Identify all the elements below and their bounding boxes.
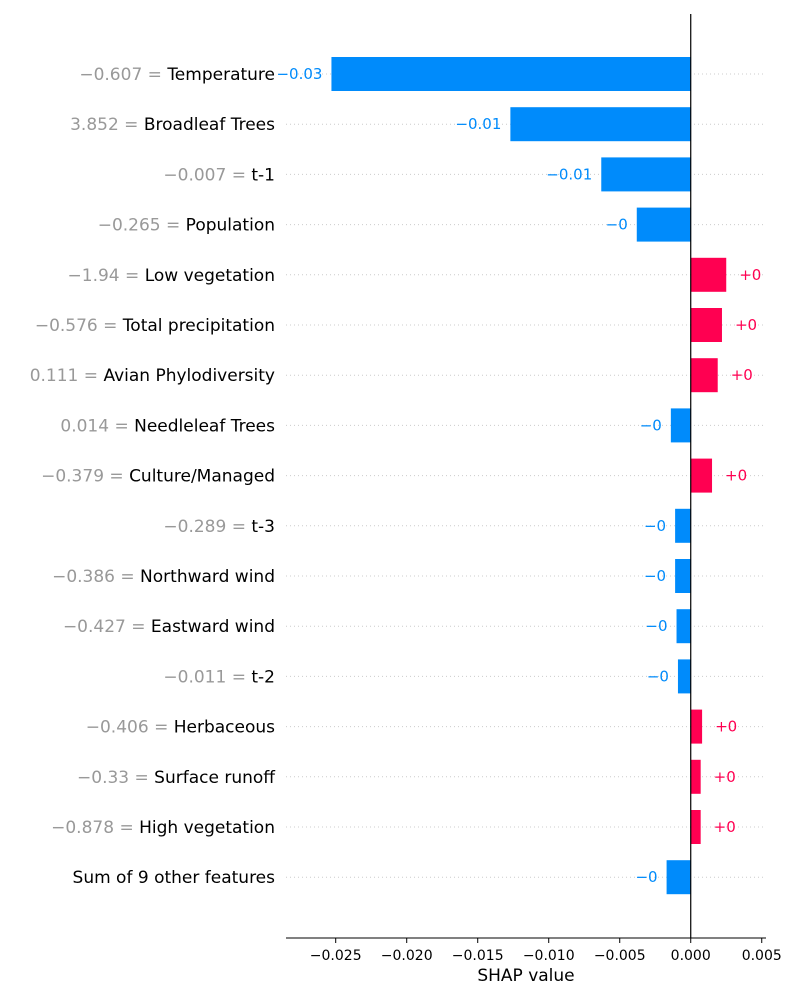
bar-negative xyxy=(601,157,691,192)
bar-positive xyxy=(690,257,727,292)
feature-name: Broadleaf Trees xyxy=(144,115,275,135)
feature-value: −0.289 = xyxy=(163,517,251,537)
feature-name: Surface runoff xyxy=(154,768,276,788)
feature-value: −0.607 = xyxy=(79,65,167,85)
bar-positive xyxy=(690,810,701,844)
x-tick-label: 0.005 xyxy=(742,948,782,964)
bar-value-label: −0 xyxy=(644,517,666,535)
feature-name: Northward wind xyxy=(140,567,275,587)
bar-value-label: −0 xyxy=(645,617,667,635)
feature-name: Temperature xyxy=(166,65,275,85)
x-tick-label: −0.025 xyxy=(310,948,362,964)
feature-name: t-3 xyxy=(251,517,275,537)
bar-value-label: −0 xyxy=(640,416,662,434)
x-tick-label: −0.010 xyxy=(523,948,575,964)
bar-negative xyxy=(636,207,691,242)
bar-value-label: −0 xyxy=(606,216,628,234)
feature-value: −0.007 = xyxy=(163,165,251,185)
bars xyxy=(331,57,727,895)
bar-value-label: +0 xyxy=(731,366,753,384)
feature-label: −0.386 = Northward wind xyxy=(52,567,275,587)
feature-label: 0.111 = Avian Phylodiversity xyxy=(30,366,275,386)
row-labels: −0.03−0.607 = Temperature−0.013.852 = Br… xyxy=(30,65,762,888)
feature-label: 0.014 = Needleleaf Trees xyxy=(60,416,275,436)
feature-value: −1.94 = xyxy=(68,266,145,286)
feature-label: −0.576 = Total precipitation xyxy=(35,316,275,336)
bar-value-label: −0 xyxy=(635,868,657,886)
bar-value-label: +0 xyxy=(714,818,736,836)
bar-value-label: +0 xyxy=(739,266,761,284)
bar-positive xyxy=(690,358,718,393)
bar-value-label: +0 xyxy=(735,316,757,334)
feature-label: −1.94 = Low vegetation xyxy=(68,266,275,286)
bar-value-label: +0 xyxy=(714,768,736,786)
feature-label: −0.406 = Herbaceous xyxy=(86,718,275,738)
x-axis-title: SHAP value xyxy=(477,966,574,986)
feature-value: −0.265 = xyxy=(98,216,186,236)
feature-label: −0.379 = Culture/Managed xyxy=(41,467,275,487)
feature-label: −0.007 = t-1 xyxy=(163,165,275,185)
bar-positive xyxy=(690,308,722,342)
bar-positive xyxy=(690,759,701,794)
bar-positive xyxy=(690,458,713,493)
bar-value-label: +0 xyxy=(715,718,737,736)
x-axis: −0.025 −0.020 −0.015 −0.010 −0.005 0.000 0.005 xyxy=(286,937,782,964)
bar-positive xyxy=(690,709,703,744)
bar-value-label: −0 xyxy=(644,567,666,585)
feature-label: −0.011 = t-2 xyxy=(163,667,275,687)
bar-value-label: −0.01 xyxy=(455,115,501,133)
feature-name: Total precipitation xyxy=(122,316,275,336)
bar-value-label: −0.01 xyxy=(546,165,592,183)
feature-value: 0.111 = xyxy=(30,366,104,386)
bar-negative xyxy=(675,559,691,593)
feature-name: Sum of 9 other features xyxy=(73,868,276,888)
x-tick-label: 0.000 xyxy=(671,948,711,964)
bar-value-label: −0.03 xyxy=(276,65,322,83)
feature-value: −0.379 = xyxy=(41,467,129,487)
feature-name: Eastward wind xyxy=(151,617,275,637)
bar-negative xyxy=(666,860,691,895)
feature-name: Culture/Managed xyxy=(129,467,275,487)
bar-value-label: +0 xyxy=(725,467,747,485)
feature-label: Sum of 9 other features xyxy=(73,868,276,888)
bar-negative xyxy=(676,609,691,644)
feature-value: 3.852 = xyxy=(70,115,144,135)
feature-name: Herbaceous xyxy=(174,718,275,738)
feature-name: Population xyxy=(186,216,275,236)
feature-label: −0.427 = Eastward wind xyxy=(63,617,275,637)
x-tick-label: −0.015 xyxy=(452,948,504,964)
feature-label: −0.289 = t-3 xyxy=(163,517,275,537)
feature-name: High vegetation xyxy=(139,818,275,838)
bar-negative xyxy=(510,107,691,142)
feature-value: −0.878 = xyxy=(51,818,139,838)
bar-negative xyxy=(331,57,691,91)
feature-value: 0.014 = xyxy=(60,416,134,436)
feature-name: t-2 xyxy=(251,667,275,687)
feature-label: −0.878 = High vegetation xyxy=(51,818,275,838)
feature-label: −0.265 = Population xyxy=(98,216,275,236)
feature-label: −0.33 = Surface runoff xyxy=(77,768,276,788)
bar-negative xyxy=(677,659,691,694)
feature-label: −0.607 = Temperature xyxy=(79,65,275,85)
feature-name: Avian Phylodiversity xyxy=(103,366,275,386)
feature-value: −0.406 = xyxy=(86,718,174,738)
feature-value: −0.33 = xyxy=(77,768,154,788)
feature-name: Low vegetation xyxy=(145,266,275,286)
feature-label: 3.852 = Broadleaf Trees xyxy=(70,115,275,135)
feature-value: −0.386 = xyxy=(52,567,140,587)
feature-value: −0.427 = xyxy=(63,617,151,637)
feature-name: t-1 xyxy=(251,165,275,185)
x-tick-label: −0.005 xyxy=(594,948,646,964)
bar-negative xyxy=(675,508,691,543)
x-tick-label: −0.020 xyxy=(381,948,433,964)
bar-value-label: −0 xyxy=(647,667,669,685)
bar-negative xyxy=(670,408,691,443)
feature-value: −0.576 = xyxy=(35,316,123,336)
feature-value: −0.011 = xyxy=(163,667,251,687)
feature-name: Needleleaf Trees xyxy=(134,416,275,436)
